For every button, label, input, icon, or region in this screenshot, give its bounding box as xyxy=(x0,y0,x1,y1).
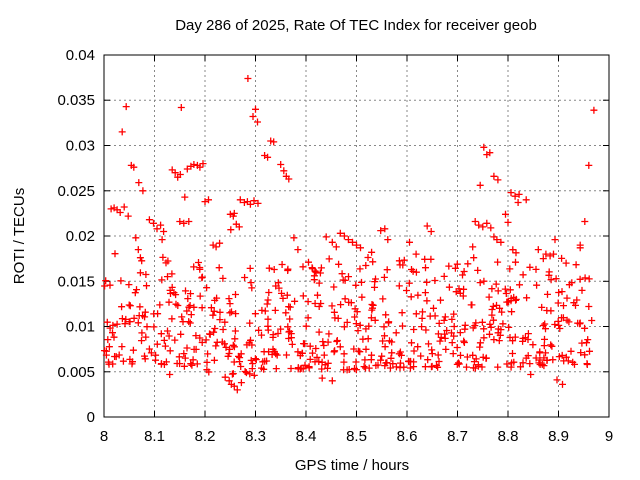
scatter-points xyxy=(101,75,598,394)
y-tick-label: 0.03 xyxy=(66,138,95,155)
y-tick-label: 0.025 xyxy=(57,183,95,200)
axis-ticks: 8 8.1 8.2 8.3 8.4 8.5 8.6 8.7 8.8 8.9 9 0 0.005 0.01 0… xyxy=(57,47,613,445)
data-points xyxy=(101,75,598,394)
axis-labels: Day 286 of 2025, Rate Of TEC Index for r… xyxy=(11,17,537,474)
x-tick-label: 8.3 xyxy=(245,428,266,445)
x-tick-label: 8.4 xyxy=(296,428,317,445)
x-tick-label: 8.6 xyxy=(397,428,418,445)
y-tick-label: 0 xyxy=(87,409,95,426)
x-tick-label: 8.8 xyxy=(498,428,519,445)
y-tick-label: 0.02 xyxy=(66,228,95,245)
y-tick-label: 0.035 xyxy=(57,92,95,109)
x-tick-label: 8.2 xyxy=(195,428,216,445)
x-tick-label: 8 xyxy=(100,428,108,445)
y-tick-label: 0.015 xyxy=(57,273,95,290)
x-axis-label: GPS time / hours xyxy=(295,457,409,474)
grid-lines xyxy=(104,55,609,417)
y-axis-label: ROTI / TECUs xyxy=(11,188,28,284)
x-tick-label: 8.5 xyxy=(346,428,367,445)
y-tick-label: 0.04 xyxy=(66,47,95,64)
y-tick-label: 0.01 xyxy=(66,319,95,336)
y-tick-label: 0.005 xyxy=(57,364,95,381)
x-tick-label: 8.9 xyxy=(548,428,569,445)
x-tick-label: 9 xyxy=(605,428,613,445)
x-tick-label: 8.1 xyxy=(144,428,165,445)
x-tick-label: 8.7 xyxy=(447,428,468,445)
plot-border xyxy=(103,54,610,418)
chart-title: Day 286 of 2025, Rate Of TEC Index for r… xyxy=(175,17,537,34)
